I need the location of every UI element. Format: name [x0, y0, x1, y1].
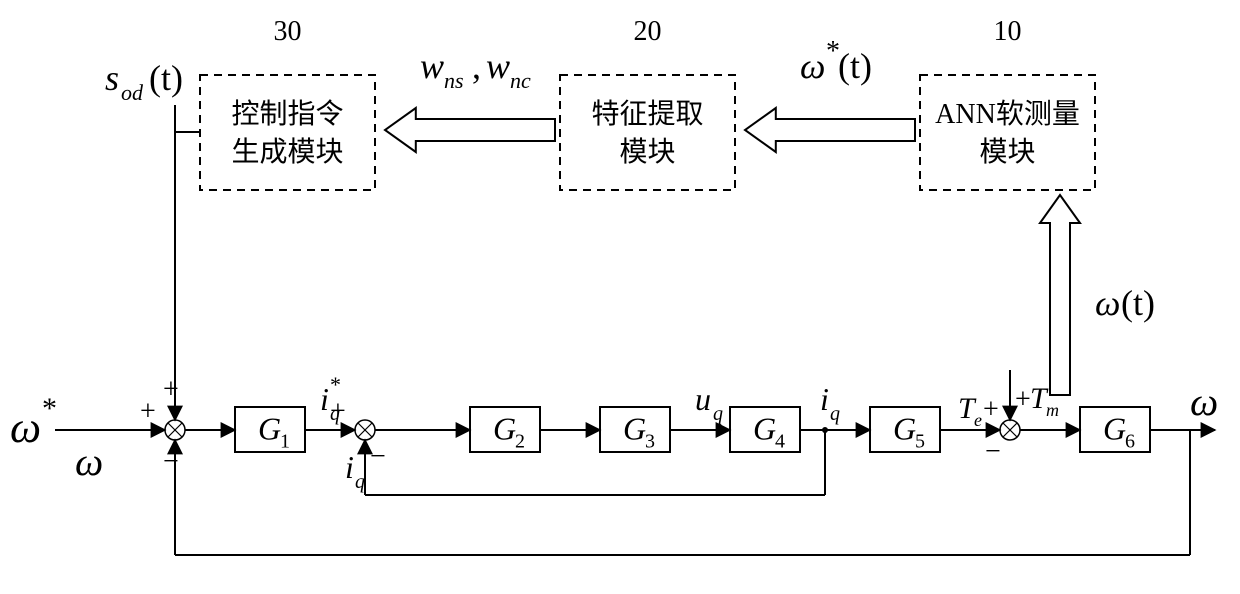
svg-text:控制指令: 控制指令 — [231, 98, 343, 130]
svg-text:m: m — [1046, 400, 1059, 420]
svg-text:10: 10 — [994, 16, 1022, 47]
svg-text:i: i — [320, 381, 329, 417]
svg-text:w: w — [486, 46, 510, 86]
svg-text:6: 6 — [1125, 431, 1135, 453]
svg-text:*: * — [42, 392, 57, 425]
svg-text:od: od — [121, 80, 144, 105]
svg-text:G: G — [258, 411, 281, 447]
svg-text:s: s — [105, 58, 119, 98]
svg-text:30: 30 — [274, 16, 302, 47]
svg-text:ω: ω — [1095, 283, 1120, 323]
svg-text:nc: nc — [510, 68, 531, 93]
svg-text:,: , — [472, 46, 481, 86]
svg-text:(t): (t) — [149, 58, 183, 98]
svg-text:+: + — [163, 374, 179, 405]
svg-text:−: − — [370, 441, 386, 472]
svg-text:(t): (t) — [1121, 283, 1155, 323]
svg-text:e: e — [974, 410, 982, 430]
svg-text:1: 1 — [280, 431, 290, 453]
svg-text:ns: ns — [444, 68, 464, 93]
svg-text:G: G — [623, 411, 646, 447]
svg-text:*: * — [330, 372, 341, 397]
svg-text:q: q — [830, 403, 840, 425]
svg-text:ω: ω — [75, 439, 103, 484]
svg-text:+: + — [330, 396, 346, 427]
svg-text:−: − — [985, 436, 1001, 467]
svg-text:2: 2 — [515, 431, 525, 453]
svg-text:3: 3 — [645, 431, 655, 453]
svg-text:ANN软测量: ANN软测量 — [935, 98, 1080, 130]
svg-text:−: − — [163, 446, 179, 477]
svg-text:+: + — [140, 396, 156, 427]
svg-text:G: G — [893, 411, 916, 447]
svg-text:20: 20 — [634, 16, 662, 47]
svg-text:(t): (t) — [838, 46, 872, 86]
svg-text:ω: ω — [1190, 379, 1218, 424]
svg-text:u: u — [695, 381, 711, 417]
svg-text:q: q — [713, 403, 723, 425]
svg-text:5: 5 — [915, 431, 925, 453]
svg-text:ω: ω — [800, 46, 825, 86]
svg-text:模块: 模块 — [619, 136, 675, 168]
svg-text:q: q — [355, 471, 365, 493]
svg-text:i: i — [820, 381, 829, 417]
svg-text:4: 4 — [775, 431, 785, 453]
svg-text:模块: 模块 — [979, 136, 1035, 168]
svg-text:w: w — [420, 46, 444, 86]
svg-text:特征提取: 特征提取 — [591, 98, 703, 130]
svg-text:ω: ω — [10, 403, 41, 452]
svg-text:+: + — [1015, 384, 1031, 415]
svg-text:+: + — [983, 394, 999, 425]
svg-text:G: G — [753, 411, 776, 447]
svg-text:G: G — [493, 411, 516, 447]
svg-text:生成模块: 生成模块 — [231, 136, 343, 168]
svg-text:G: G — [1103, 411, 1126, 447]
svg-text:i: i — [345, 449, 354, 485]
